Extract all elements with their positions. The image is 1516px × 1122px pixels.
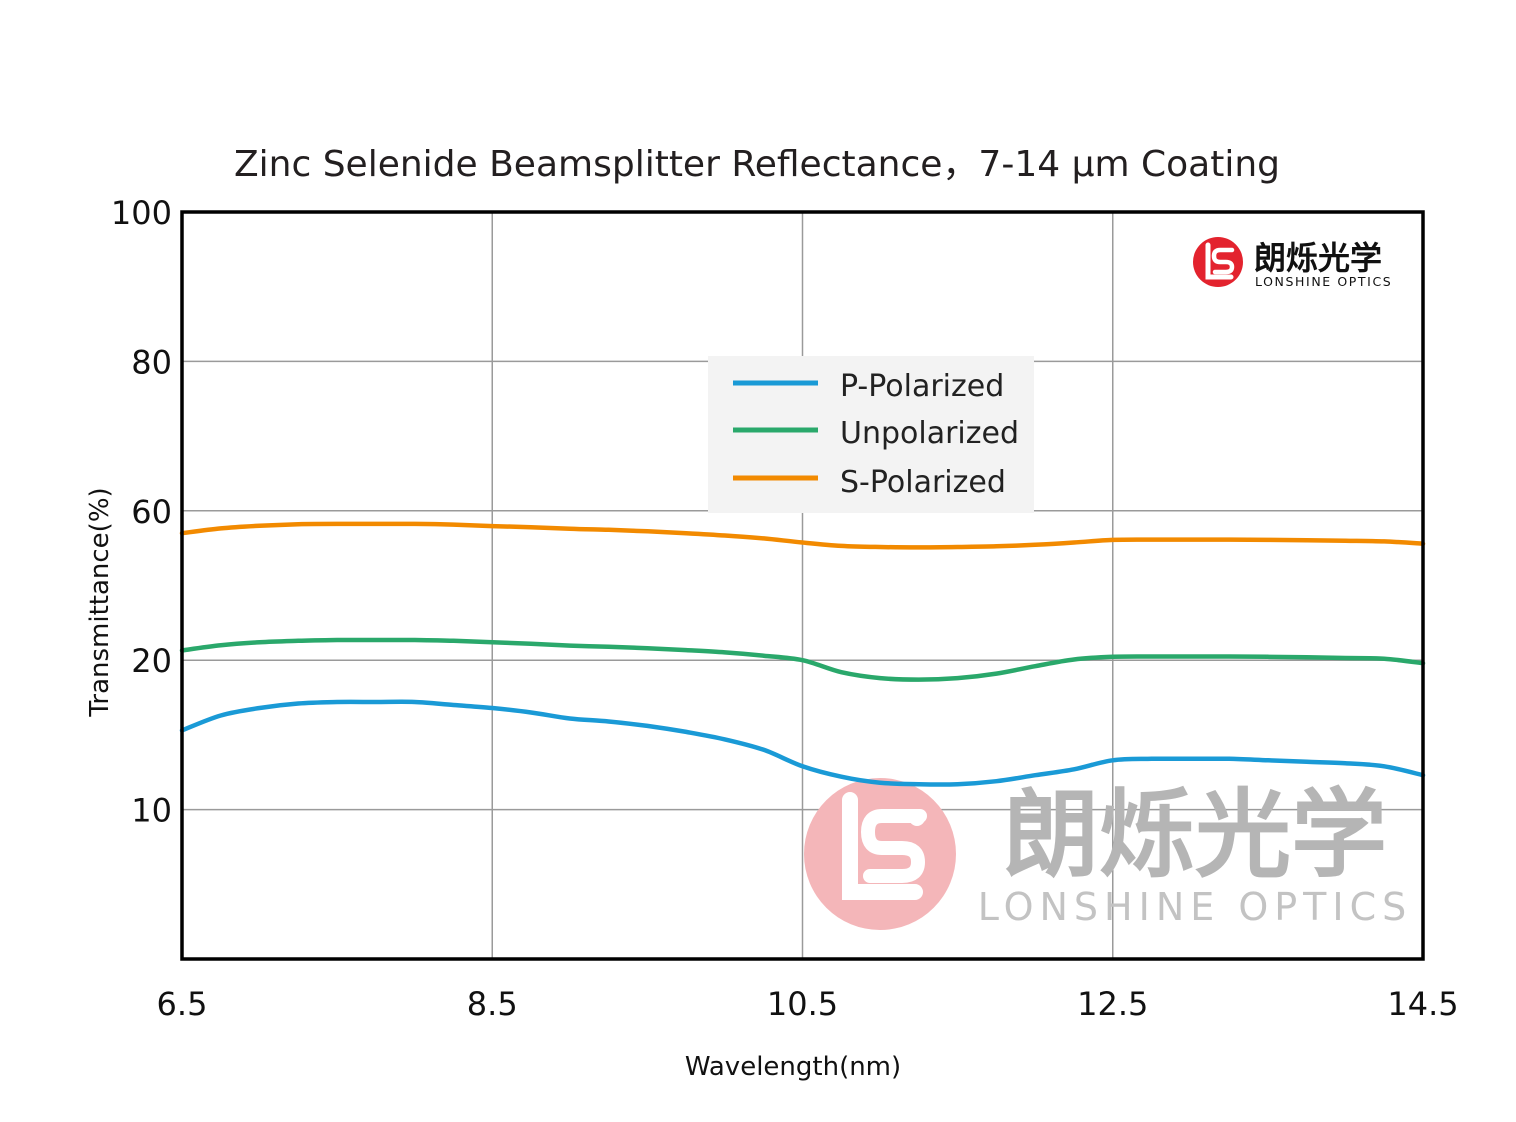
legend-label-p-polarized: P-Polarized xyxy=(840,369,1004,404)
y-tick-label: 60 xyxy=(131,493,172,531)
legend-label-unpolarized: Unpolarized xyxy=(840,416,1019,451)
x-tick-label: 12.5 xyxy=(1077,985,1148,1023)
x-axis-label: Wavelength(nm) xyxy=(685,1052,901,1082)
series-line-p-polarized xyxy=(179,699,1426,787)
y-tick-label: 10 xyxy=(131,792,172,830)
brand-logo-l-shape xyxy=(1205,242,1234,280)
x-tick-label: 10.5 xyxy=(767,985,838,1023)
series-line-unpolarized xyxy=(179,637,1426,682)
x-tick-label: 6.5 xyxy=(157,985,208,1023)
watermark-logo-dot xyxy=(909,810,925,826)
brand-name-cn: 朗烁光学 xyxy=(1254,239,1382,277)
y-tick-label: 100 xyxy=(111,194,172,232)
watermark-logo-s-shape xyxy=(860,809,927,883)
chart-title: Zinc Selenide Beamsplitter Reflectance，7… xyxy=(234,144,1280,185)
watermark-logo-l-shape xyxy=(842,792,923,900)
plot-frame xyxy=(180,210,1425,961)
y-tick-label: 80 xyxy=(131,343,172,381)
x-axis-ticks: 6.5 8.5 10.5 12.5 14.5 xyxy=(157,985,1459,1023)
watermark-name-en: LONSHINE OPTICS xyxy=(978,885,1412,929)
watermark-name-cn: 朗烁光学 xyxy=(1003,779,1387,891)
series-line-s-polarized xyxy=(179,521,1426,550)
legend: P-Polarized Unpolarized S-Polarized xyxy=(708,356,1034,513)
y-axis-ticks: 10 20 60 80 100 xyxy=(111,194,172,830)
watermark: 朗烁光学 LONSHINE OPTICS xyxy=(804,778,1412,930)
brand-name-en: LONSHINE OPTICS xyxy=(1255,274,1392,289)
series-lines xyxy=(179,521,1426,787)
brand-logo: 朗烁光学 LONSHINE OPTICS xyxy=(1193,237,1392,289)
y-axis-label: Transmittance(%) xyxy=(85,487,115,717)
legend-label-s-polarized: S-Polarized xyxy=(840,465,1006,500)
brand-logo-s-shape xyxy=(1211,247,1235,275)
x-tick-label: 14.5 xyxy=(1387,985,1458,1023)
x-tick-label: 8.5 xyxy=(467,985,518,1023)
y-tick-label: 20 xyxy=(131,642,172,680)
